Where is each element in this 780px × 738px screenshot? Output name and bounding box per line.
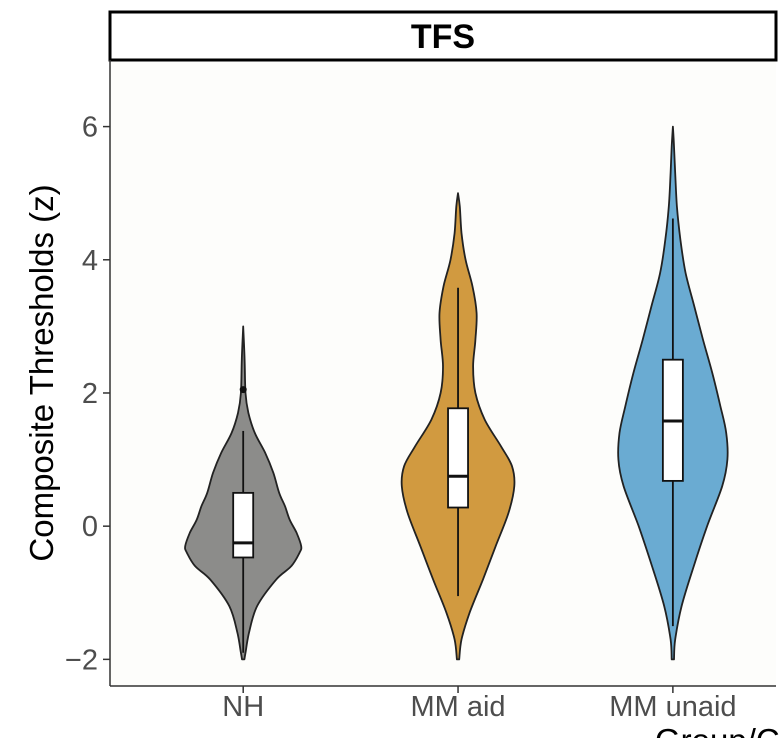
violin-layer: [184, 125, 729, 661]
box-iqr: [232, 491, 255, 559]
facet-strip-box: [108, 10, 778, 62]
x-axis-ticks: NH MM aid MM unaid: [222, 686, 737, 723]
violin-group: [184, 325, 303, 661]
outlier-point: [239, 386, 247, 394]
y-tick-label: 2: [82, 378, 98, 410]
y-tick-label: −2: [65, 644, 98, 676]
facet-title: TFS: [411, 18, 475, 56]
y-tick-label: 4: [82, 245, 98, 277]
y-tick-label: 6: [82, 112, 98, 144]
violin-group: [400, 192, 516, 661]
violin-group: [617, 125, 729, 661]
x-tick-label: NH: [222, 691, 264, 723]
y-axis-title: Composite Thresholds (z): [23, 184, 60, 561]
x-tick-label: MM aid: [410, 691, 505, 723]
y-axis-ticks: −2 0 2 4 6: [65, 112, 110, 676]
y-tick-label: 0: [82, 511, 98, 543]
box-iqr: [447, 407, 469, 509]
x-tick-label: MM unaid: [609, 691, 736, 723]
x-axis-title: Group/C: [655, 722, 780, 738]
facet-strip: TFS: [108, 10, 778, 62]
